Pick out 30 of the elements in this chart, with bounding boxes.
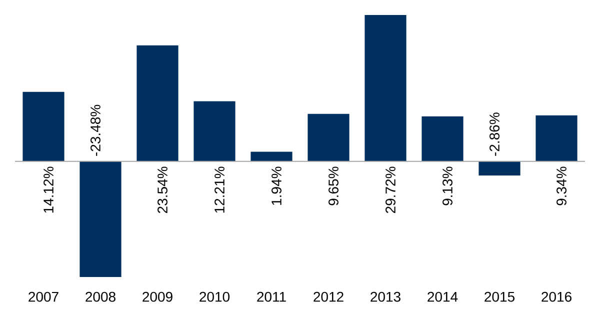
data-label: 14.12% [44,166,54,213]
x-tick-label: 2016 [542,292,572,302]
data-label: 29.72% [386,166,396,214]
data-label: -23.48% [90,104,100,156]
bar [422,116,464,162]
data-label: 1.94% [272,166,282,205]
bar [478,161,520,176]
bar [536,115,578,162]
x-tick-label: 2009 [142,292,172,302]
data-label: 9.13% [442,166,452,206]
x-tick-label: 2007 [28,292,58,302]
bar [308,114,350,162]
x-tick-label: 2014 [428,292,458,302]
bar [22,92,64,162]
bar [80,161,122,277]
data-label: -2.86% [490,112,500,156]
bar [364,14,406,162]
bar [194,101,236,162]
x-tick-label: 2011 [257,292,286,302]
x-tick-label: 2012 [314,292,344,302]
data-label: 23.54% [158,166,168,214]
x-tick-label: 2015 [484,292,514,302]
x-tick-label: 2010 [200,292,230,302]
x-tick-label: 2013 [370,292,400,302]
bar [250,152,292,162]
x-tick-label: 2008 [86,292,116,302]
bar [136,45,178,162]
data-label: 12.21% [214,166,224,213]
data-label: 9.65% [328,166,338,206]
data-label: 9.34% [556,166,566,206]
